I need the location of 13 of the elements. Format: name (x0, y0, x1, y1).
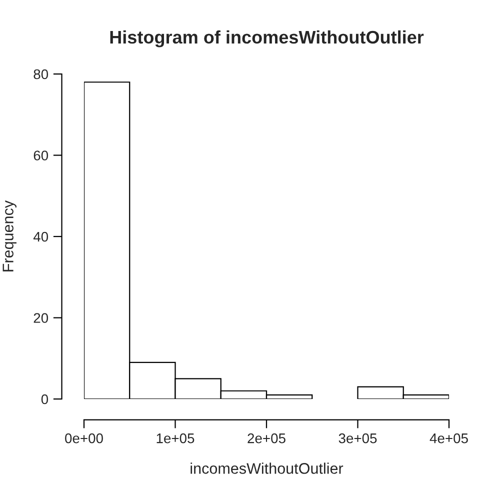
x-tick-label: 3e+05 (338, 433, 377, 444)
y-tick-label: 0 (41, 394, 48, 404)
x-tick-label: 2e+05 (248, 433, 286, 444)
y-tick-label: 40 (33, 232, 48, 242)
y-axis-title: Frequency (2, 200, 16, 272)
y-tick-label: 20 (34, 313, 48, 323)
y-tick-label: 80 (34, 69, 48, 80)
chart-title: Histogram of incomesWithoutOutlier (110, 30, 424, 48)
x-tick-label: 1e+05 (156, 433, 194, 444)
y-tick-label: 60 (34, 150, 48, 160)
x-tick-label: 4e+05 (430, 433, 468, 444)
x-axis-title: incomesWithoutOutlier (190, 462, 344, 474)
x-tick-label: 0e+00 (65, 433, 103, 444)
